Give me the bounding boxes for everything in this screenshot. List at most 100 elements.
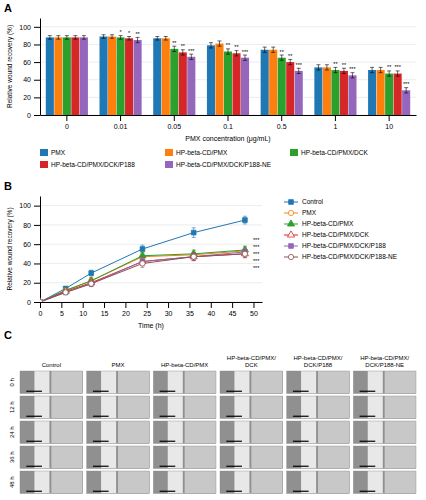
row-label: 48 h (9, 476, 15, 488)
legend-swatch (165, 161, 173, 168)
bar (295, 71, 303, 115)
scale-bar (93, 416, 109, 417)
error-bar (280, 55, 284, 60)
legend-label: HP-beta-CD/PMX/DCK/P188 (302, 242, 386, 249)
significance-label: *** (253, 237, 260, 243)
tick-label: 30 (165, 310, 173, 317)
error-bar (209, 43, 213, 48)
cell-light-area (251, 446, 282, 469)
tick-mark (228, 115, 229, 121)
scale-bar (26, 441, 42, 442)
legend-item: HP-beta-CD/PMX/DCK/P188 (284, 242, 386, 249)
tick-label: 45 (229, 310, 237, 317)
tick-label: 40 (207, 310, 215, 317)
image-cell (220, 421, 283, 444)
cell-wound (368, 371, 383, 394)
bar (179, 52, 187, 115)
tick-label: 15 (101, 310, 109, 317)
tick: 50 (250, 302, 258, 317)
tick-mark (168, 302, 169, 308)
cell-background (153, 471, 216, 494)
bar (54, 37, 62, 115)
image-cell (153, 421, 216, 444)
tick-label: 1 (333, 123, 337, 130)
image-cell (20, 396, 83, 419)
tick: 1 (333, 115, 337, 130)
legend-item: PMX (284, 209, 317, 216)
significance-label: ** (172, 40, 177, 46)
cell-border (287, 471, 350, 494)
legend: ControlPMXHP-beta-CD/PMXHP-beta-CD/PMX/D… (284, 198, 398, 260)
scale-bar (26, 491, 42, 492)
cell-border (353, 396, 416, 419)
tick-label: 0 (27, 112, 31, 119)
scale-bar (160, 441, 176, 442)
cell-background (353, 396, 416, 419)
bar (187, 57, 195, 115)
marker (191, 254, 196, 259)
cell-border (87, 446, 150, 469)
cell-background (20, 421, 83, 444)
scale-bar (360, 441, 376, 442)
tick-label: 0.01 (114, 123, 128, 130)
tick-mark (61, 302, 62, 308)
image-cell (287, 471, 350, 494)
error-bar (89, 270, 93, 276)
legend-item: Control (284, 198, 324, 205)
legend-label: Control (302, 198, 324, 205)
panel-title: B (4, 180, 12, 192)
error-bar (64, 290, 68, 294)
cell-light-area (185, 371, 216, 394)
error-bar (243, 55, 247, 60)
tick: 80 (23, 222, 40, 229)
image-cell (287, 396, 350, 419)
marker (191, 230, 196, 235)
cell-border (220, 396, 283, 419)
cell-border (220, 421, 283, 444)
significance-label: *** (188, 48, 195, 54)
tick-mark (34, 263, 40, 264)
marker (40, 299, 43, 302)
cell-wound (301, 421, 316, 444)
significance-label: * (120, 29, 123, 35)
bar (402, 90, 410, 115)
tick-mark (104, 302, 105, 308)
tick: 60 (23, 59, 40, 66)
image-cell (353, 371, 416, 394)
tick: 0.1 (223, 115, 233, 130)
image-cell (220, 446, 283, 469)
tick-label: 35 (186, 310, 194, 317)
image-cell (220, 396, 283, 419)
cell-wound (101, 371, 116, 394)
tick: 40 (207, 302, 215, 317)
image-cell (353, 396, 416, 419)
line (40, 220, 245, 302)
error-bar (333, 67, 337, 72)
cell-light-area (51, 446, 82, 469)
significance-label: *** (394, 64, 401, 70)
column-headers: ControlPMXHP-beta-CD/PMXHP-beta-CD/PMX/D… (42, 355, 410, 368)
cell-light-area (385, 371, 416, 394)
tick: 25 (143, 302, 151, 317)
cell-wound (168, 371, 183, 394)
significance-label: *** (253, 258, 260, 264)
cell-wound (168, 471, 183, 494)
tick-label: 40 (23, 260, 31, 267)
scale-bar (360, 491, 376, 492)
tick-label: 100 (19, 202, 31, 209)
y-axis-title: Relative wound recovery (%) (6, 25, 14, 108)
image-cell (353, 471, 416, 494)
marker (243, 218, 248, 223)
marker (89, 271, 94, 276)
legend-item: HP-beta-CD/PMX/DCK (284, 231, 369, 238)
cell-border (287, 421, 350, 444)
bar (63, 37, 71, 115)
cell-wound (234, 421, 249, 444)
bar (340, 71, 348, 115)
cell-wound (301, 371, 316, 394)
error-bar (243, 250, 247, 258)
cell-wound (34, 396, 49, 419)
error-bar (89, 281, 93, 287)
line (40, 251, 245, 302)
bar (377, 70, 385, 115)
